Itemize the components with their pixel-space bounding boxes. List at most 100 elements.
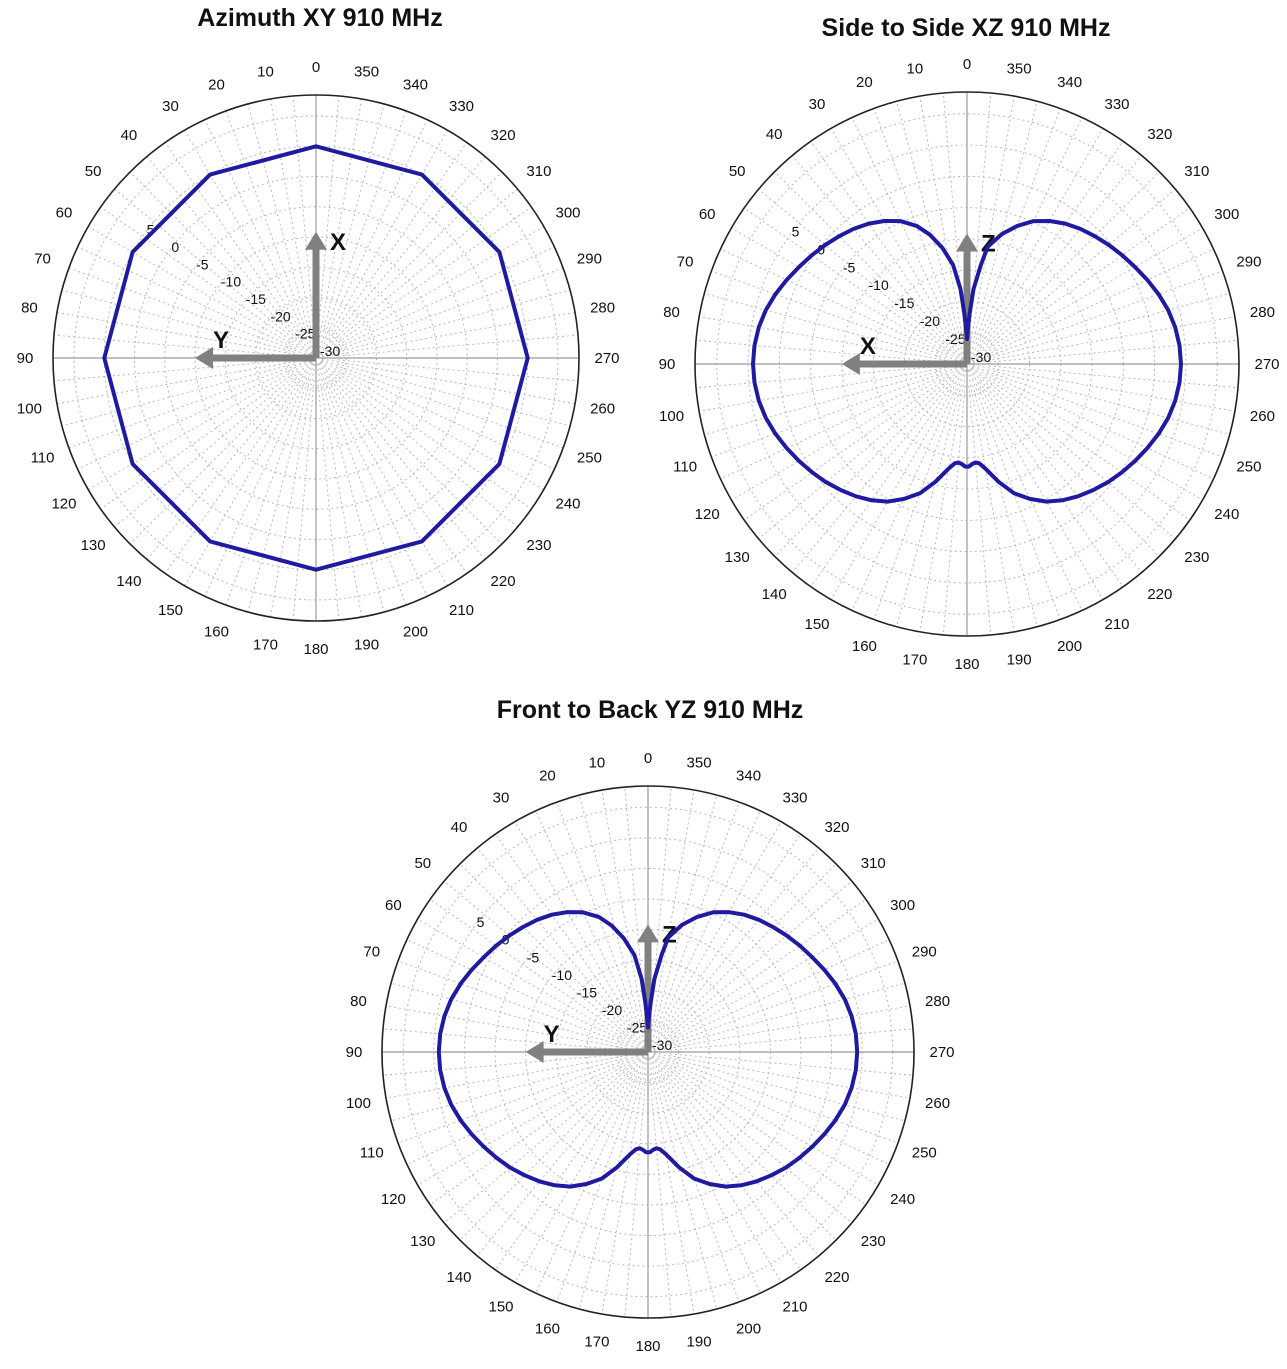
- angle-tick-label: 200: [403, 623, 428, 640]
- angle-tick-label: 340: [1057, 74, 1082, 91]
- grid-spoke: [382, 1028, 627, 1051]
- grid-spoke: [476, 1056, 645, 1257]
- grid-spoke: [397, 960, 643, 1051]
- angle-tick-label: 250: [912, 1145, 937, 1162]
- grid-spoke: [317, 95, 340, 337]
- angle-tick-label: 160: [535, 1320, 560, 1337]
- grid-spoke: [129, 171, 301, 343]
- angle-tick-label: 0: [963, 56, 971, 73]
- grid-spoke: [653, 1053, 899, 1144]
- axis-arrow-head: [305, 231, 327, 250]
- grid-spoke: [333, 206, 532, 346]
- grid-spoke: [649, 1073, 672, 1318]
- angle-tick-label: 170: [902, 651, 927, 668]
- grid-spoke: [970, 155, 1143, 360]
- angle-tick-label: 50: [85, 163, 102, 180]
- grid-spoke: [321, 358, 576, 405]
- grid-spoke: [830, 128, 965, 360]
- radial-tick-label: -15: [894, 295, 914, 311]
- grid-spoke: [984, 376, 1191, 521]
- radial-tick-label: 5: [147, 222, 155, 238]
- grid-spoke: [321, 267, 564, 357]
- radial-tick-label: -25: [295, 326, 315, 342]
- radial-tick-label: -20: [920, 313, 940, 329]
- grid-spoke: [758, 367, 963, 540]
- grid-spoke: [321, 311, 576, 358]
- axis-arrow-head: [637, 924, 659, 943]
- grid-spoke: [663, 1067, 837, 1241]
- angle-tick-label: 100: [659, 408, 684, 425]
- grid-spoke: [335, 366, 555, 470]
- angle-tick-label: 100: [17, 401, 42, 418]
- radial-tick-label: -30: [320, 343, 340, 359]
- angle-tick-label: 70: [34, 250, 51, 267]
- outer-circle: [381, 785, 915, 1319]
- angle-tick-label: 130: [725, 549, 750, 566]
- angle-tick-label: 20: [208, 77, 225, 94]
- grid-spoke: [333, 370, 532, 510]
- grid-spoke: [971, 367, 1176, 540]
- angle-tick-label: 320: [824, 819, 849, 836]
- grid-spoke: [695, 339, 946, 363]
- grid-spoke: [669, 1057, 906, 1122]
- grid-spoke: [317, 363, 407, 606]
- angle-tick-label: 70: [677, 253, 694, 270]
- chart-title: Side to Side XZ 910 MHz: [821, 14, 1111, 42]
- grid-spoke: [578, 1073, 643, 1310]
- grid-spoke: [975, 117, 1083, 345]
- grid-spoke: [665, 899, 867, 1040]
- grid-spoke: [146, 362, 313, 560]
- grid-spoke: [164, 142, 304, 341]
- pattern-trace: [751, 219, 1183, 504]
- angle-tick-label: 260: [925, 1095, 950, 1112]
- grid-spoke: [972, 385, 1038, 627]
- angle-tick-label: 90: [346, 1044, 363, 1061]
- radial-tick-label: -15: [577, 984, 597, 1000]
- grid-spoke: [624, 1073, 647, 1318]
- grid-spoke: [711, 270, 962, 363]
- angle-tick-label: 230: [1184, 549, 1209, 566]
- grid-spoke: [968, 108, 1061, 359]
- axis-letter-label: X: [860, 333, 876, 360]
- angle-tick-label: 300: [1214, 206, 1239, 223]
- angle-tick-label: 180: [954, 656, 979, 673]
- angle-tick-label: 320: [491, 127, 516, 144]
- angle-tick-label: 40: [451, 819, 468, 836]
- grid-spoke: [114, 361, 312, 528]
- angle-tick-label: 350: [687, 754, 712, 771]
- radial-tick-label: -30: [971, 349, 991, 365]
- outer-circle: [52, 94, 580, 622]
- angle-tick-label: 170: [584, 1334, 609, 1351]
- angle-tick-label: 240: [1214, 506, 1239, 523]
- angle-tick-label: 220: [491, 573, 516, 590]
- grid-spoke: [667, 1060, 890, 1165]
- angle-tick-label: 220: [1147, 586, 1172, 603]
- axis-arrow-head: [841, 353, 860, 375]
- angle-tick-label: 260: [1250, 408, 1275, 425]
- grid-spoke: [601, 1057, 648, 1315]
- grid-spoke: [385, 1052, 643, 1099]
- angle-tick-label: 200: [1057, 638, 1082, 655]
- polar-chart-side-to-side-xz: Side to Side XZ 910 MHz 0 10 20 30 40 50 60 70 8…: [645, 0, 1287, 680]
- grid-spoke: [331, 373, 503, 545]
- grid-spoke: [967, 96, 1015, 359]
- axis-arrow-head: [956, 233, 978, 252]
- grid-spoke: [711, 365, 962, 458]
- angle-tick-label: 330: [449, 98, 474, 115]
- grid-spoke: [986, 372, 1214, 480]
- angle-tick-label: 120: [51, 496, 76, 513]
- grid-spoke: [988, 365, 1239, 389]
- angle-tick-label: 50: [414, 855, 431, 872]
- grid-spoke: [653, 1005, 911, 1052]
- angle-tick-label: 290: [912, 943, 937, 960]
- angle-tick-label: 10: [257, 63, 274, 80]
- grid-spoke: [406, 1060, 629, 1165]
- angle-tick-label: 270: [1254, 356, 1279, 373]
- grid-spoke: [324, 377, 428, 597]
- angle-tick-label: 220: [824, 1269, 849, 1286]
- grid-spoke: [390, 982, 627, 1047]
- angle-tick-label: 20: [856, 74, 873, 91]
- angle-tick-label: 80: [663, 304, 680, 321]
- grid-spoke: [337, 363, 571, 427]
- grid-spoke: [653, 794, 718, 1031]
